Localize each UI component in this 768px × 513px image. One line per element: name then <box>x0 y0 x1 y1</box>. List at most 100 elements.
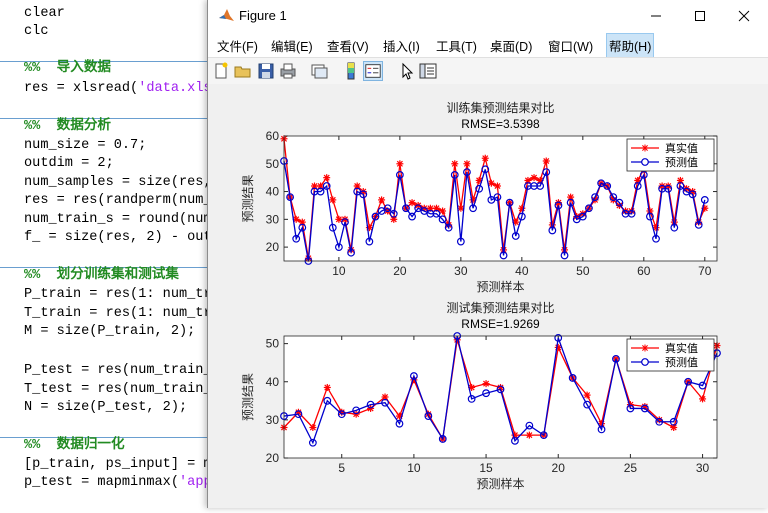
data-point-actual <box>542 157 550 165</box>
code-line: num_samples = size(res, <box>24 175 212 190</box>
star-stroke <box>483 380 490 387</box>
data-point-actual <box>699 395 707 403</box>
menu-edit[interactable]: 编辑(E) <box>271 40 313 54</box>
data-point-predicted <box>694 220 703 229</box>
data-point-predicted <box>578 212 587 221</box>
new-figure-icon[interactable] <box>211 61 231 81</box>
data-point-predicted <box>432 209 441 218</box>
menu-file[interactable]: 文件(F) <box>217 40 258 54</box>
star-stroke <box>311 182 318 190</box>
data-point-predicted <box>395 419 404 428</box>
star-stroke <box>584 392 591 399</box>
data-point-predicted <box>566 198 575 207</box>
data-point-predicted <box>377 207 386 215</box>
data-point-predicted <box>365 237 374 246</box>
data-point-predicted <box>633 182 642 190</box>
star-stroke <box>543 157 550 165</box>
y-tick-label: 30 <box>266 212 280 226</box>
open-icon[interactable] <box>233 61 253 81</box>
code-line: T_train = res(1: num_tr <box>24 306 212 321</box>
star-stroke <box>309 424 316 431</box>
print-icon[interactable] <box>278 61 298 81</box>
star-stroke <box>323 174 330 181</box>
x-tick-label: 70 <box>698 264 712 278</box>
star-stroke <box>488 180 495 187</box>
menu-desktop[interactable]: 桌面(D) <box>490 40 533 54</box>
data-point-predicted <box>640 404 649 413</box>
star-stroke <box>482 155 489 162</box>
menu-tools[interactable]: 工具(T) <box>436 40 477 54</box>
data-point-actual <box>298 218 306 226</box>
figure-window[interactable]: Figure 1 文件(F) 编辑(E) 查看(V) 插入(I) 工具(T) 桌… <box>207 0 768 508</box>
y-tick-label: 60 <box>266 129 280 143</box>
y-tick-label: 40 <box>266 375 280 389</box>
data-point-actual <box>493 182 501 190</box>
figure-canvas[interactable]: 真实值 预测值 训练集预测结果对比 RMSE=3.5398 10 20 30 40 50 60 70… <box>208 84 768 508</box>
data-point-predicted <box>308 438 317 447</box>
legend-label: 真实值 <box>665 341 698 355</box>
code-line: res = xlsread('data.xls <box>24 81 212 96</box>
minimize-button[interactable] <box>633 0 679 31</box>
data-point-predicted <box>560 251 569 260</box>
colorbar-icon[interactable] <box>341 61 361 81</box>
data-point-predicted <box>496 385 505 394</box>
data-point-actual <box>378 196 386 204</box>
data-point-predicted <box>353 187 362 196</box>
data-point-predicted <box>676 182 685 190</box>
pointer-icon[interactable] <box>397 61 417 81</box>
data-point-actual <box>439 207 447 215</box>
maximize-button[interactable] <box>677 0 723 31</box>
matlab-logo-icon <box>219 9 234 21</box>
menu-insert[interactable]: 插入(I) <box>383 40 420 54</box>
star-stroke <box>526 432 533 439</box>
data-point-predicted <box>402 204 410 213</box>
data-point-predicted <box>597 179 606 188</box>
data-point-predicted <box>554 334 563 342</box>
x-tick-label: 15 <box>479 461 493 475</box>
close-icon <box>738 10 750 21</box>
data-point-predicted <box>568 374 577 382</box>
cell-separator <box>0 437 210 438</box>
data-point-predicted <box>655 417 664 426</box>
chart-title: 测试集预测结果对比 <box>446 300 554 315</box>
menu-window[interactable]: 窗口(W) <box>548 40 594 54</box>
x-tick-label: 40 <box>515 264 529 278</box>
star-stroke <box>293 216 300 223</box>
data-point-predicted <box>371 212 380 221</box>
code-line: P_test = res(num_train_ <box>24 363 212 378</box>
link-figure-icon[interactable] <box>309 61 329 81</box>
data-point-predicted <box>539 431 548 440</box>
data-point-predicted <box>450 170 459 179</box>
property-inspector-icon[interactable] <box>418 61 438 81</box>
star-stroke <box>670 424 677 431</box>
data-point-predicted <box>408 212 416 221</box>
x-axis-label: 预测样本 <box>476 279 524 294</box>
menu-help[interactable]: 帮助(H) <box>606 33 655 58</box>
save-icon[interactable] <box>256 61 276 81</box>
code-line: p_test = mapminmax('app <box>24 475 212 490</box>
y-tick-label: 40 <box>266 185 280 199</box>
menu-view[interactable]: 查看(V) <box>327 40 369 54</box>
close-button[interactable] <box>721 0 767 31</box>
y-tick-label: 50 <box>266 157 280 171</box>
star-stroke <box>646 207 653 215</box>
data-point-actual <box>525 431 533 439</box>
legend-icon[interactable] <box>363 61 383 81</box>
x-tick-label: 20 <box>393 264 407 278</box>
data-point-predicted <box>669 417 678 426</box>
star-stroke <box>567 194 574 201</box>
title-bar[interactable]: Figure 1 <box>208 0 768 31</box>
data-point-predicted <box>444 223 453 232</box>
toolbar <box>208 57 768 85</box>
star-stroke <box>671 219 678 226</box>
data-point-predicted <box>615 198 624 207</box>
star-stroke <box>494 182 501 190</box>
data-point-predicted <box>322 182 331 190</box>
y-tick-label: 20 <box>266 240 280 254</box>
data-point-predicted <box>487 195 496 204</box>
data-point-actual <box>451 160 459 168</box>
legend-marker <box>641 358 649 366</box>
star-stroke <box>476 177 483 184</box>
